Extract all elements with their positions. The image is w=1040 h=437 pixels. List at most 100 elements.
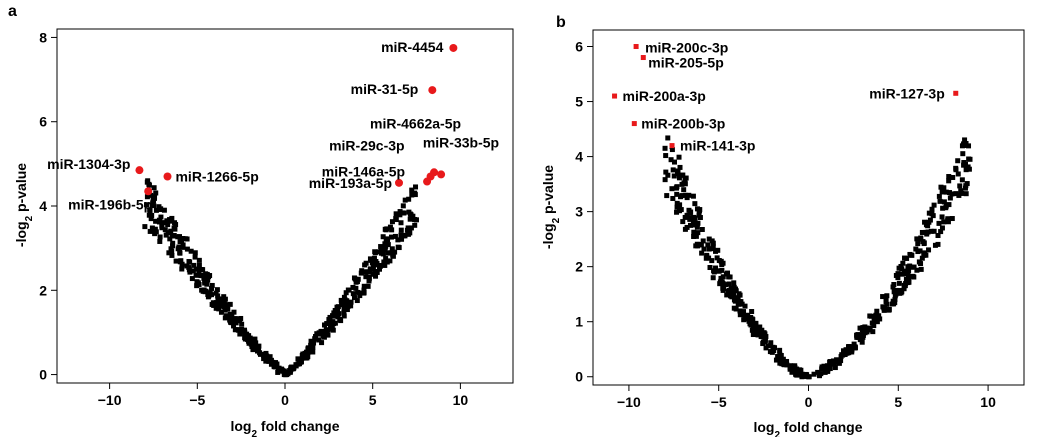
data-point bbox=[412, 222, 418, 228]
data-point bbox=[213, 290, 219, 296]
data-point bbox=[297, 360, 303, 366]
data-point bbox=[179, 261, 185, 267]
data-point bbox=[330, 313, 336, 319]
data-point bbox=[380, 234, 386, 240]
data-point bbox=[778, 352, 784, 358]
data-point bbox=[735, 301, 741, 307]
data-point bbox=[148, 216, 154, 222]
data-point bbox=[348, 303, 354, 309]
data-point bbox=[261, 356, 267, 362]
data-point bbox=[363, 274, 369, 280]
data-point bbox=[348, 299, 354, 305]
data-point bbox=[884, 293, 890, 299]
data-point bbox=[918, 266, 924, 272]
data-point bbox=[906, 276, 912, 282]
data-point bbox=[406, 209, 412, 215]
data-point bbox=[727, 274, 733, 280]
data-point bbox=[221, 294, 227, 300]
data-point bbox=[378, 245, 384, 251]
data-point bbox=[691, 233, 697, 239]
data-point bbox=[946, 174, 952, 180]
data-point bbox=[953, 191, 959, 197]
data-point bbox=[153, 218, 159, 224]
data-point bbox=[268, 361, 274, 367]
data-point bbox=[663, 169, 669, 175]
data-point bbox=[684, 212, 690, 218]
data-point bbox=[696, 208, 702, 214]
data-point bbox=[674, 191, 680, 197]
point-label: miR-200a-3p bbox=[623, 88, 706, 104]
data-point bbox=[274, 361, 280, 367]
data-point bbox=[361, 287, 367, 293]
data-point bbox=[362, 269, 368, 275]
data-point bbox=[205, 292, 211, 298]
data-point bbox=[397, 209, 403, 215]
data-point bbox=[891, 281, 897, 287]
data-point bbox=[144, 194, 150, 200]
data-point bbox=[359, 268, 365, 274]
data-point bbox=[385, 250, 391, 256]
data-point bbox=[148, 192, 154, 198]
y-tick-label-a: 0 bbox=[39, 367, 47, 383]
data-point bbox=[919, 255, 925, 261]
data-point bbox=[216, 306, 222, 312]
data-point bbox=[196, 262, 202, 268]
data-point bbox=[733, 286, 739, 292]
data-point bbox=[221, 304, 227, 310]
data-point bbox=[736, 291, 742, 297]
data-point bbox=[387, 224, 393, 230]
data-point bbox=[713, 265, 719, 271]
point-label: miR-4454 bbox=[381, 39, 443, 55]
data-point bbox=[157, 219, 163, 225]
data-point bbox=[797, 367, 803, 373]
data-point bbox=[922, 219, 928, 225]
data-point bbox=[905, 272, 911, 278]
data-point bbox=[662, 177, 668, 183]
data-point bbox=[876, 313, 882, 319]
data-point bbox=[902, 271, 908, 277]
data-point bbox=[756, 325, 762, 331]
data-point bbox=[859, 339, 865, 345]
data-point bbox=[884, 301, 890, 307]
data-point bbox=[779, 361, 785, 367]
point-label: miR-205-5p bbox=[648, 55, 723, 71]
data-point bbox=[800, 372, 806, 378]
data-point bbox=[176, 244, 182, 250]
data-point bbox=[165, 222, 171, 228]
data-point bbox=[695, 220, 701, 226]
data-point bbox=[949, 216, 955, 222]
data-point bbox=[398, 227, 404, 233]
data-point bbox=[202, 288, 208, 294]
x-axis-title-b-part1: log bbox=[753, 419, 774, 435]
data-point bbox=[196, 257, 202, 263]
highlight-points-a bbox=[135, 43, 458, 196]
data-point bbox=[833, 359, 839, 365]
data-point bbox=[675, 168, 681, 174]
data-point bbox=[793, 372, 799, 378]
data-point bbox=[941, 199, 947, 205]
data-point bbox=[214, 287, 220, 293]
highlight-point bbox=[428, 86, 437, 95]
data-point bbox=[675, 171, 681, 177]
x-tick-label-b: −10 bbox=[617, 394, 641, 410]
data-point bbox=[142, 224, 148, 230]
data-point bbox=[846, 346, 852, 352]
point-label: miR-1304-3p bbox=[47, 156, 130, 172]
data-point bbox=[167, 230, 173, 236]
data-point bbox=[741, 317, 747, 323]
data-point bbox=[663, 153, 669, 159]
data-point bbox=[747, 321, 753, 327]
data-point bbox=[149, 225, 155, 231]
data-point bbox=[958, 188, 964, 194]
highlight-point bbox=[144, 187, 153, 196]
data-point bbox=[699, 250, 705, 256]
data-point bbox=[822, 369, 828, 375]
data-point bbox=[385, 242, 391, 248]
data-point bbox=[289, 366, 295, 372]
data-point bbox=[409, 187, 415, 193]
data-point bbox=[239, 321, 245, 327]
data-point bbox=[881, 305, 887, 311]
data-point bbox=[956, 192, 962, 198]
y-tick-label-b: 3 bbox=[575, 204, 583, 220]
data-point bbox=[372, 250, 378, 256]
